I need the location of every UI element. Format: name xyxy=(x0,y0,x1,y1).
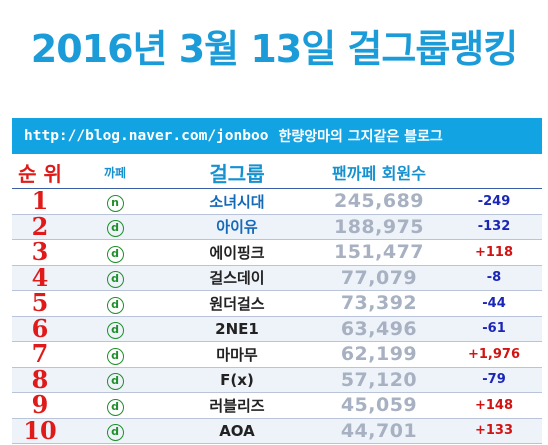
cafe-cell: d xyxy=(68,395,162,416)
table-header: 순 위 까페 걸그룹 팬까페 회원수 xyxy=(12,156,542,188)
table-row: 9 d 러블리즈 45,059 +148 xyxy=(12,393,542,419)
header-members: 팬까페 회원수 xyxy=(332,164,426,183)
group-name: 에이핑크 xyxy=(209,243,265,262)
table-row: 4 d 걸스데이 77,079 -8 xyxy=(12,262,542,292)
blog-banner: http://blog.naver.com/jonboo 한량앙마의 그지같은 … xyxy=(12,118,542,154)
table-row: 5 d 원더걸스 73,392 -44 xyxy=(12,291,542,317)
group-name: 소녀시대 xyxy=(209,192,265,211)
cafe-cell: d xyxy=(68,242,162,263)
cafe-platform-icon: d xyxy=(106,347,124,365)
rank-number: 8 xyxy=(31,364,49,394)
rank-number: 10 xyxy=(23,415,57,445)
member-count: 188,975 xyxy=(333,215,425,238)
cafe-platform-icon: d xyxy=(106,322,124,340)
cafe-platform-icon: d xyxy=(106,296,124,314)
group-name: 걸스데이 xyxy=(209,269,265,288)
cafe-cell: n xyxy=(68,191,162,212)
header-cafe: 까페 xyxy=(103,165,127,180)
group-name: 2NE1 xyxy=(215,319,259,338)
member-change: +148 xyxy=(474,397,514,413)
cafe-platform-icon: d xyxy=(106,271,124,289)
cafe-cell: d xyxy=(68,318,162,340)
blog-name: 한량앙마의 그지같은 블로그 xyxy=(278,129,443,145)
group-name: 러블리즈 xyxy=(209,396,265,415)
group-name: AOA xyxy=(219,421,255,440)
table-row: 2 d 아이유 188,975 -132 xyxy=(12,211,542,241)
rank-number: 6 xyxy=(31,313,49,343)
group-name: 마마무 xyxy=(216,345,258,364)
member-count: 63,496 xyxy=(340,317,418,340)
cafe-cell: d xyxy=(68,267,162,289)
group-name: 아이유 xyxy=(216,218,258,237)
page-title: 2016년 3월 13일 걸그룹랭킹 xyxy=(30,26,518,71)
member-count: 151,477 xyxy=(333,241,425,264)
cafe-cell: d xyxy=(68,216,162,238)
header-group: 걸그룹 xyxy=(209,161,265,186)
group-name: 원더걸스 xyxy=(209,294,265,313)
member-change: -249 xyxy=(477,193,511,209)
table-row: 1 n 소녀시대 245,689 -249 xyxy=(12,189,542,215)
cafe-platform-icon: d xyxy=(106,398,124,416)
cafe-platform-icon: d xyxy=(106,373,124,391)
table-row: 7 d 마마무 62,199 +1,976 xyxy=(12,342,542,368)
member-count: 245,689 xyxy=(333,190,425,213)
member-change: -61 xyxy=(482,321,506,337)
rank-number: 4 xyxy=(31,262,49,292)
member-count: 77,079 xyxy=(340,266,418,289)
rank-number: 3 xyxy=(31,237,49,267)
member-count: 44,701 xyxy=(340,419,418,442)
member-change: -79 xyxy=(482,372,506,388)
member-change: +1,976 xyxy=(467,346,520,362)
member-change: +133 xyxy=(474,423,514,439)
member-change: -44 xyxy=(482,295,506,311)
rank-number: 7 xyxy=(31,339,49,369)
cafe-cell: d xyxy=(68,293,162,314)
member-count: 45,059 xyxy=(340,394,418,417)
cafe-platform-icon: d xyxy=(106,245,124,263)
blog-url-link[interactable]: http://blog.naver.com/jonboo xyxy=(24,128,269,144)
member-count: 57,120 xyxy=(340,368,418,391)
rank-number: 5 xyxy=(31,288,49,318)
rank-number: 9 xyxy=(31,390,49,420)
table-row: 6 d 2NE1 63,496 -61 xyxy=(12,313,542,343)
table-row: 3 d 에이핑크 151,477 +118 xyxy=(12,240,542,266)
rank-number: 1 xyxy=(31,186,49,216)
cafe-cell: d xyxy=(68,420,162,442)
table-row: 8 d F(x) 57,120 -79 xyxy=(12,364,542,394)
member-change: +118 xyxy=(474,244,514,260)
cafe-cell: d xyxy=(68,369,162,391)
table-row: 10 d AOA 44,701 +133 xyxy=(12,415,542,445)
cafe-platform-icon: n xyxy=(106,194,124,212)
header-rank: 순 위 xyxy=(18,161,62,186)
member-change: -132 xyxy=(477,219,511,235)
ranking-table: 1 n 소녀시대 245,689 -249 2 d 아이유 188,975 -132 3 d 에이핑크 1… xyxy=(12,188,542,444)
rank-number: 2 xyxy=(31,211,49,241)
cafe-cell: d xyxy=(68,344,162,365)
cafe-platform-icon: d xyxy=(106,220,124,238)
group-name: F(x) xyxy=(220,370,254,389)
member-count: 62,199 xyxy=(340,343,418,366)
member-change: -8 xyxy=(486,270,502,286)
member-count: 73,392 xyxy=(340,292,418,315)
